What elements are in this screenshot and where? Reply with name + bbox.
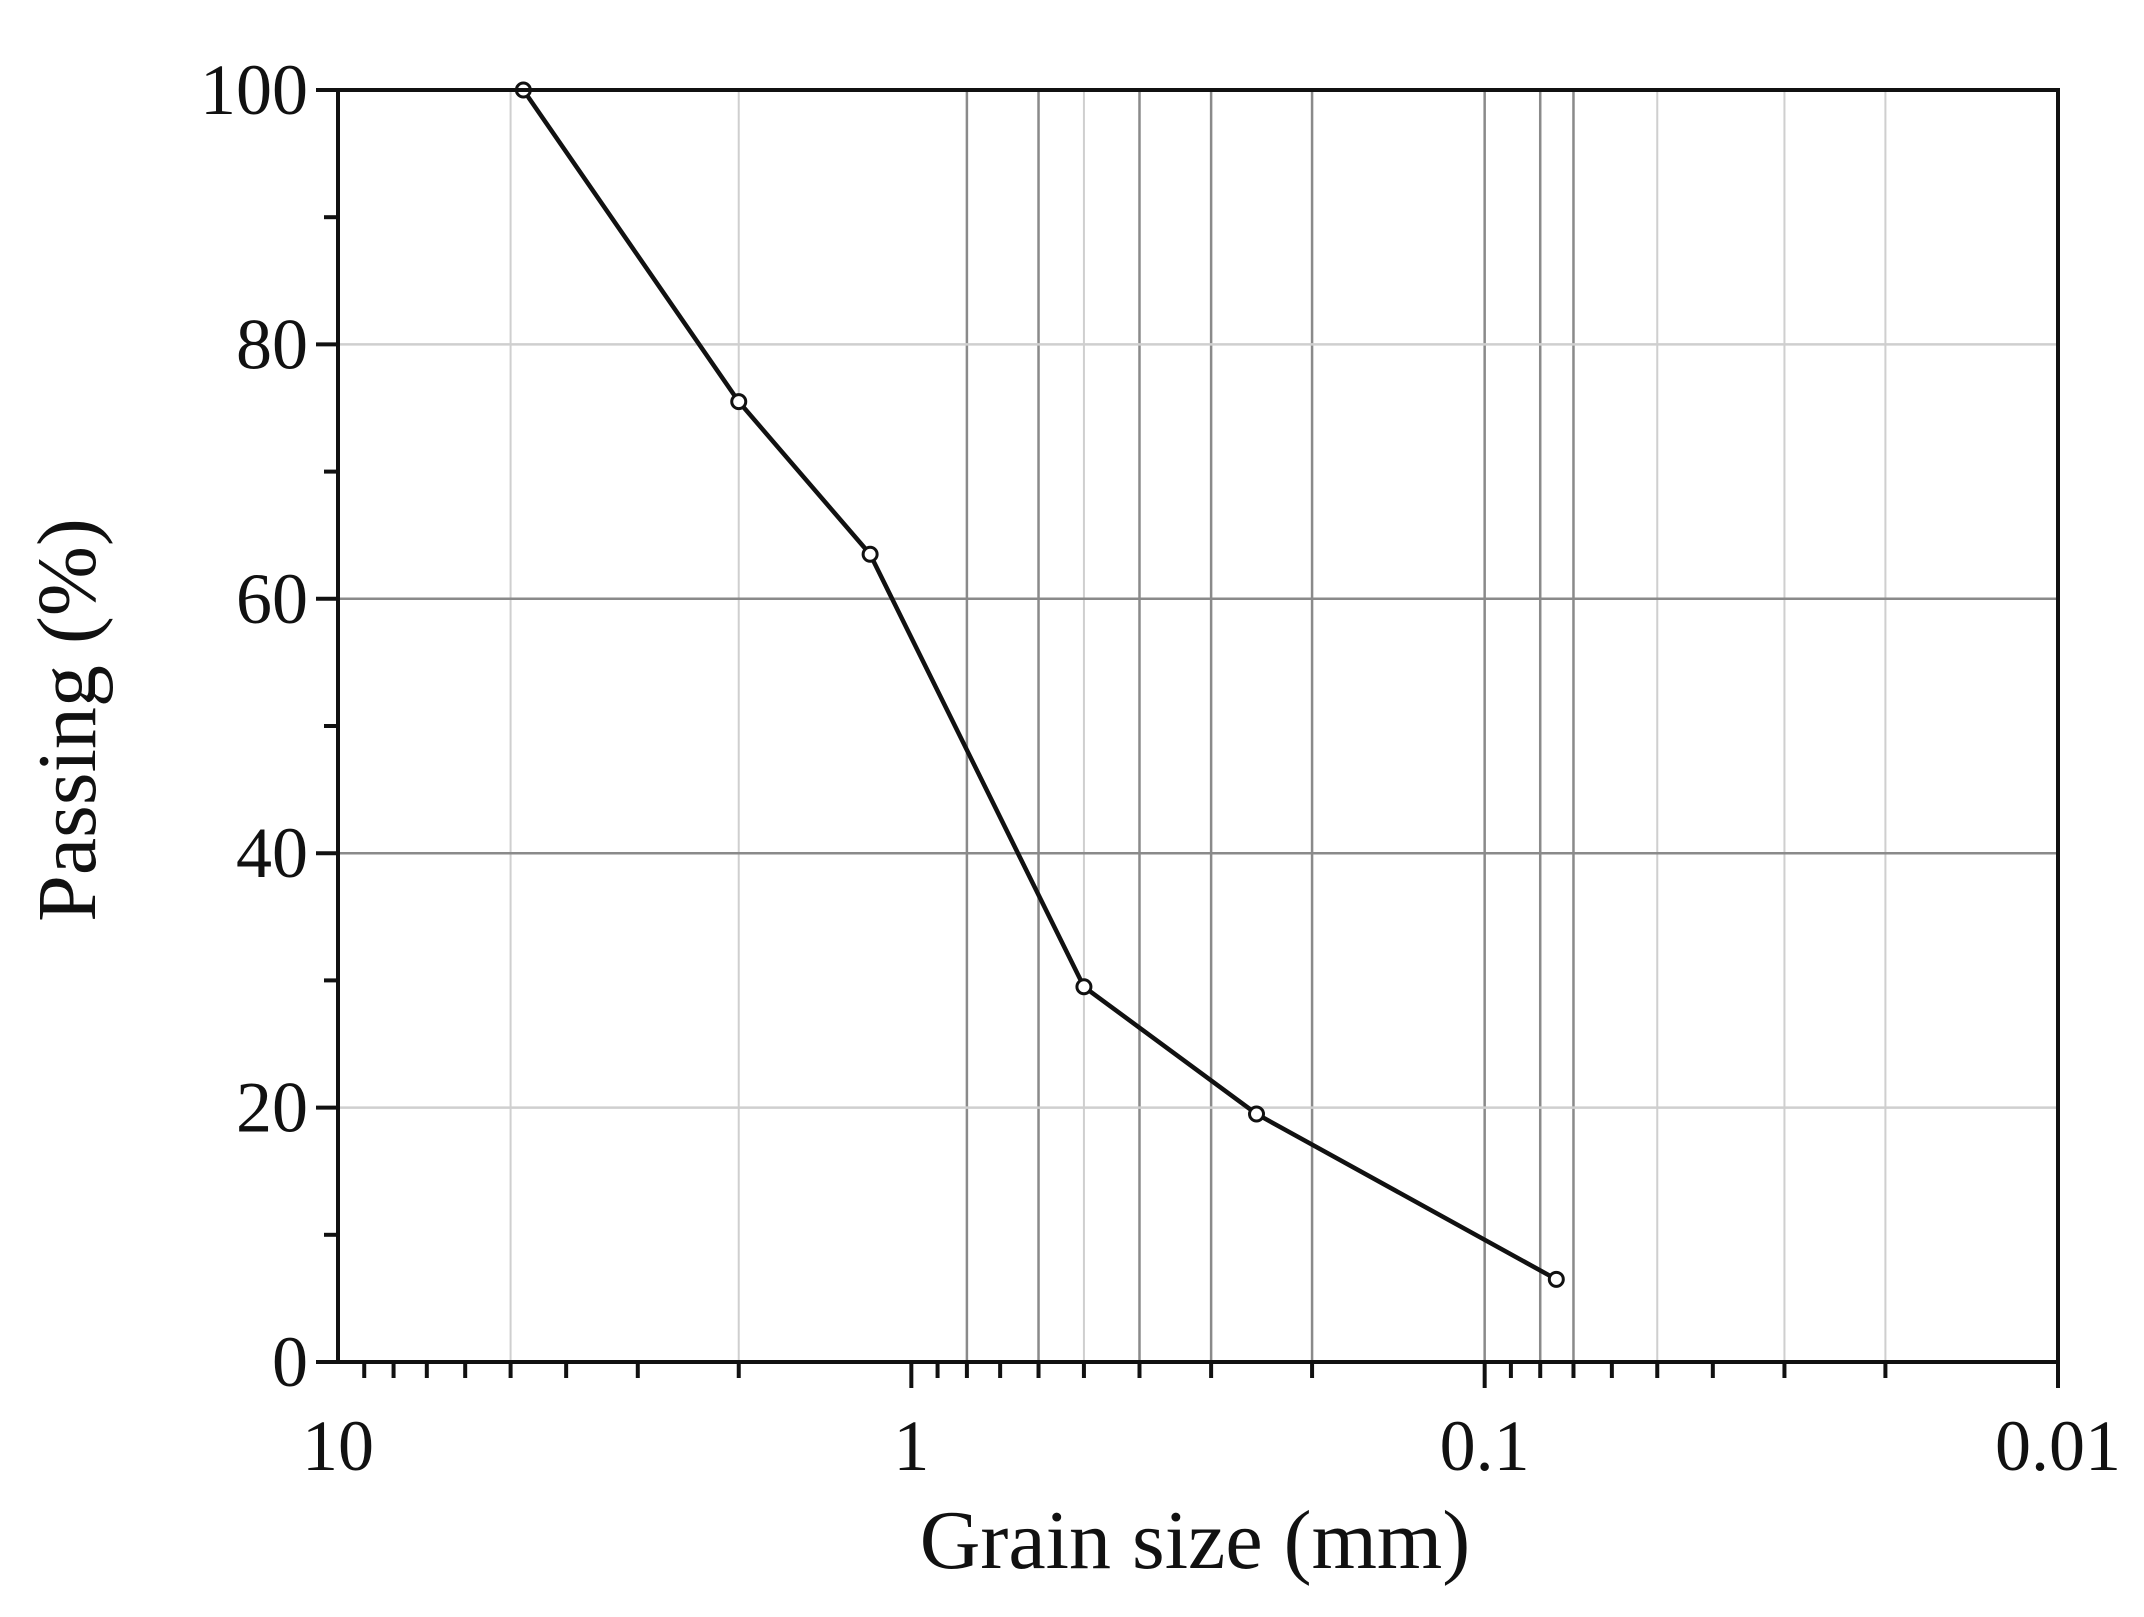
data-point [730, 393, 748, 411]
data-point [1248, 1105, 1266, 1123]
grid-layer [338, 90, 2058, 1362]
y-axis-label: Passing (%) [21, 518, 114, 922]
y-tick-label: 100 [200, 50, 308, 130]
data-point [1547, 1270, 1565, 1288]
labels-layer: Grain size (mm) Passing (%) [21, 518, 1470, 1587]
x-tick-label: 0.01 [1995, 1406, 2121, 1486]
x-tick-label: 0.1 [1440, 1406, 1530, 1486]
series-line [521, 88, 1558, 1282]
data-point [861, 545, 879, 563]
y-tick-label: 0 [272, 1322, 308, 1402]
series-layer [514, 81, 1565, 1288]
plot-frame [336, 88, 2060, 1364]
x-tick-label: 10 [302, 1406, 374, 1486]
y-tick-label: 40 [236, 813, 308, 893]
y-tick-label: 60 [236, 559, 308, 639]
axes-layer: 0 20 40 60 80 100 10 1 0.1 0.01 [200, 50, 2121, 1486]
y-tick-label: 80 [236, 304, 308, 384]
y-tick-label: 20 [236, 1068, 308, 1148]
data-point [1075, 978, 1093, 996]
x-tick-label: 1 [893, 1406, 929, 1486]
x-axis-label: Grain size (mm) [920, 1494, 1470, 1587]
